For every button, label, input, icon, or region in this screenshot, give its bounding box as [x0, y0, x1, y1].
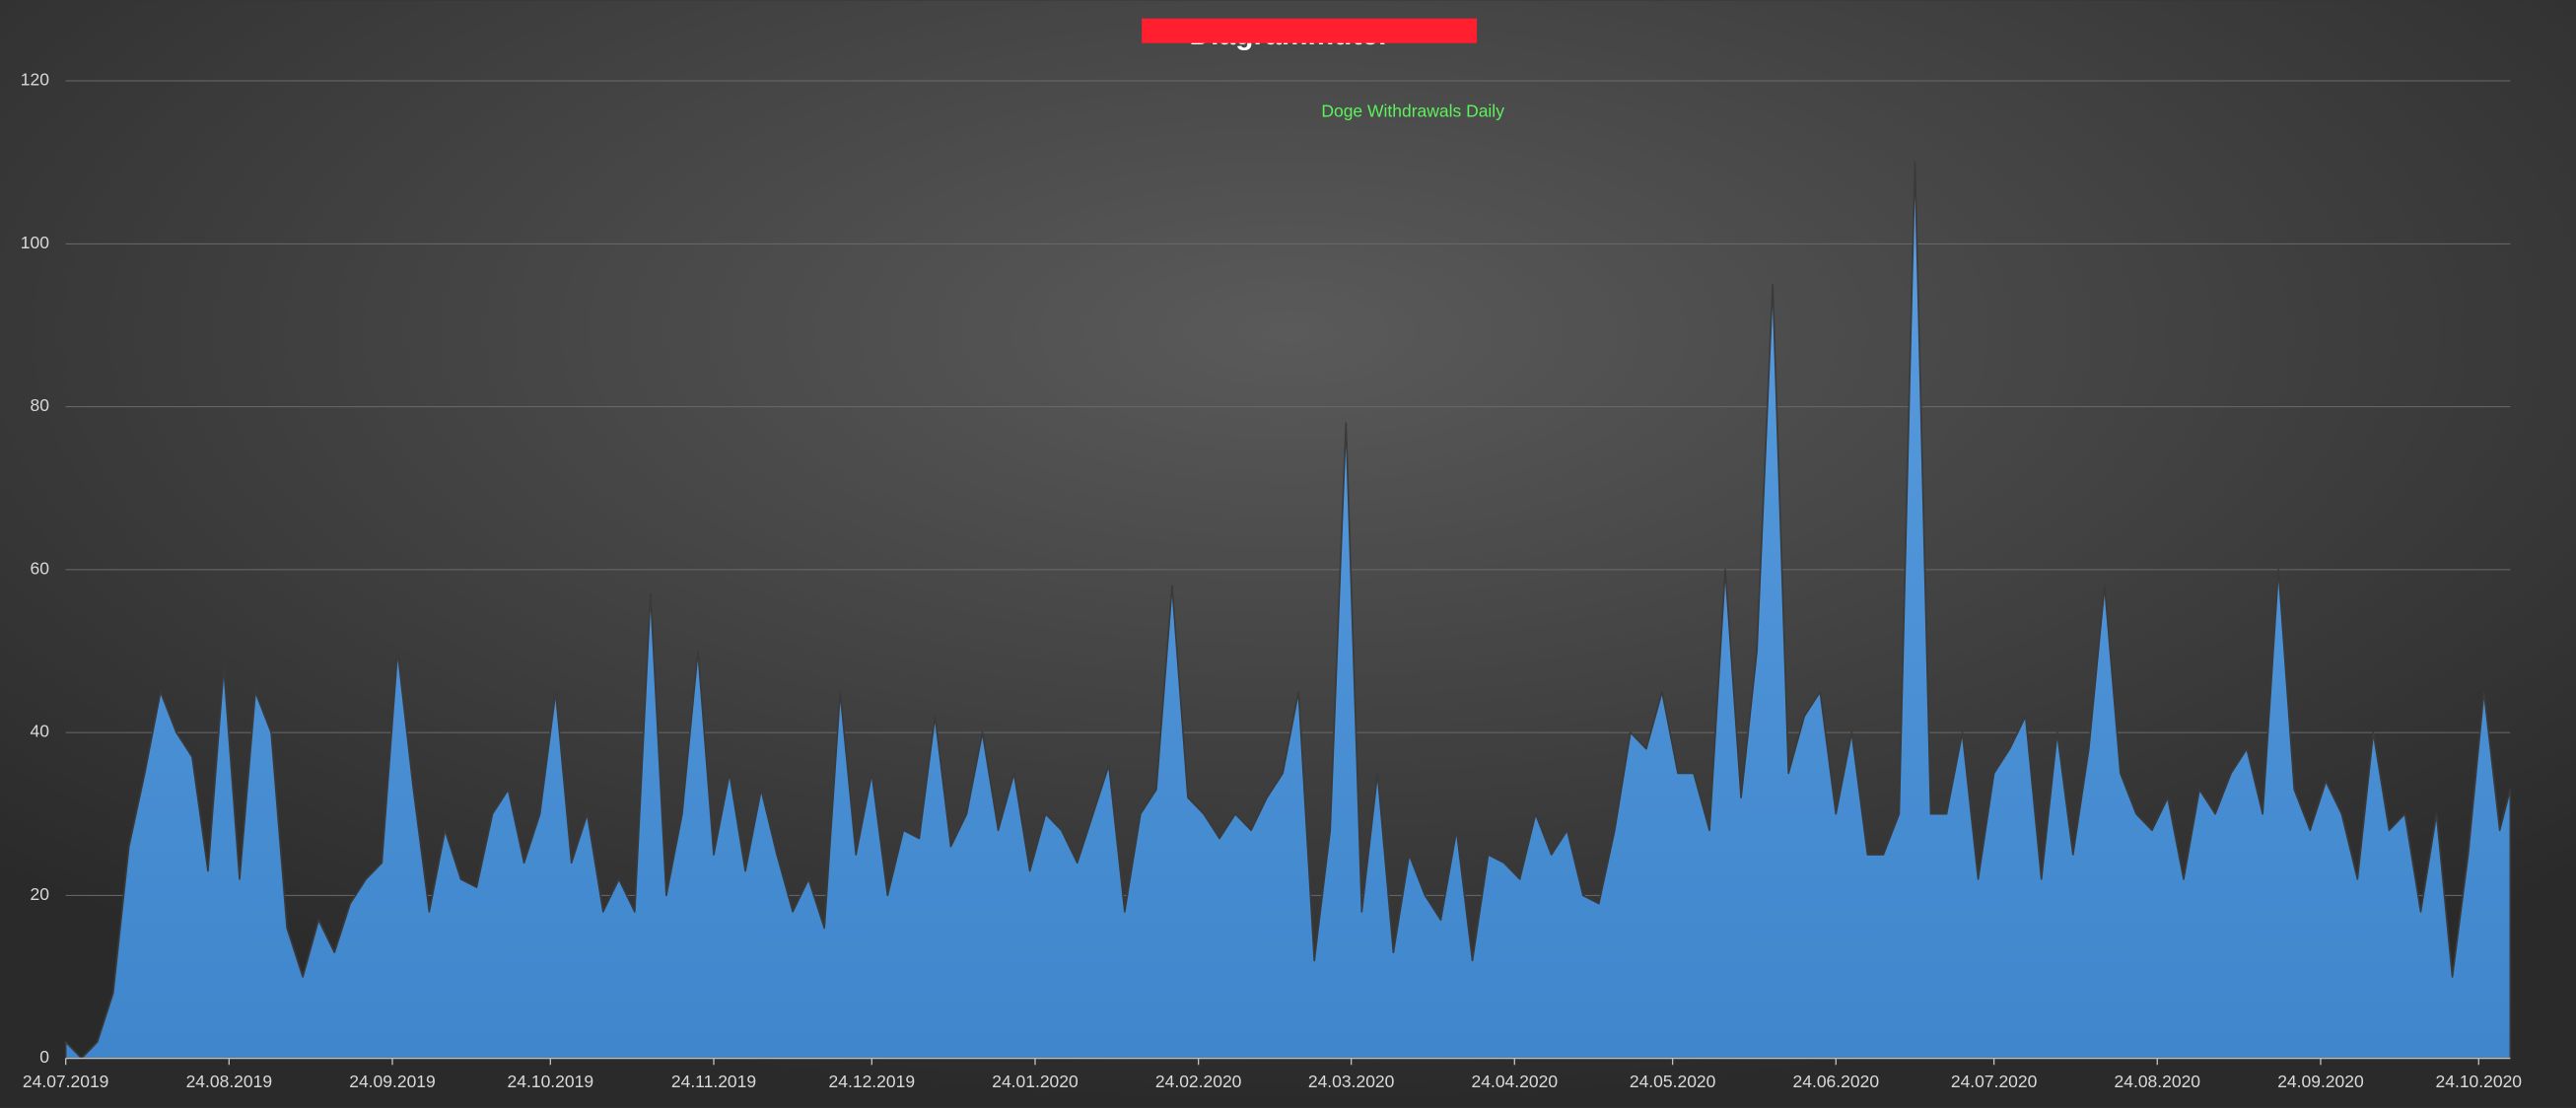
y-tick-label: 20 — [31, 884, 50, 904]
y-tick-label: 0 — [39, 1047, 49, 1067]
x-tick-label: 24.12.2019 — [829, 1072, 916, 1091]
legend-label: Doge Withdrawals Daily — [1321, 101, 1504, 120]
y-tick-label: 80 — [31, 395, 50, 415]
x-tick-label: 24.05.2020 — [1630, 1072, 1716, 1091]
area — [64, 161, 2512, 1060]
x-tick-label: 24.10.2019 — [508, 1072, 594, 1091]
x-tick-label: 24.06.2020 — [1793, 1072, 1880, 1091]
y-tick-label: 40 — [31, 722, 50, 741]
x-tick-label: 24.04.2020 — [1472, 1072, 1559, 1091]
plot-area: 0 20 40 60 80 100 120 24.07.2019 24.08.2019 24.09… — [21, 70, 2522, 1092]
x-tick-label: 24.07.2019 — [23, 1072, 109, 1091]
x-tick-label: 24.08.2019 — [186, 1072, 273, 1091]
x-tick-label: 24.01.2020 — [992, 1072, 1079, 1091]
x-tick-label: 24.11.2019 — [671, 1072, 756, 1091]
y-tick-label: 60 — [31, 558, 50, 578]
x-tick-label: 24.07.2020 — [1951, 1072, 2038, 1091]
x-tick-label: 24.09.2020 — [2277, 1072, 2364, 1091]
redaction — [1142, 18, 1478, 43]
x-tick-label: 24.10.2020 — [2436, 1072, 2523, 1091]
x-tick-label: 24.02.2020 — [1155, 1072, 1242, 1091]
x-tick-label: 24.09.2019 — [349, 1072, 436, 1091]
x-tick-label: 24.03.2020 — [1308, 1072, 1395, 1091]
x-tick-label: 24.08.2020 — [2115, 1072, 2201, 1091]
y-tick-label: 100 — [21, 233, 49, 252]
y-tick-label: 120 — [21, 70, 49, 90]
